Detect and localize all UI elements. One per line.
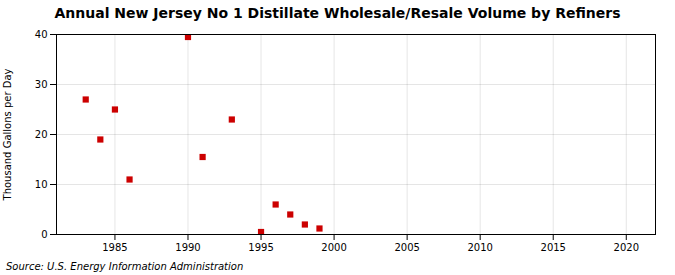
svg-text:2015: 2015 — [541, 242, 566, 253]
svg-text:40: 40 — [35, 29, 48, 40]
svg-text:1995: 1995 — [248, 242, 273, 253]
svg-text:2005: 2005 — [394, 242, 419, 253]
svg-text:2000: 2000 — [321, 242, 346, 253]
svg-text:1985: 1985 — [102, 242, 127, 253]
html-text:Source: U.S. Energy Informatio: Source: U.S. Energy Information Administ… — [6, 261, 244, 272]
svg-text:20: 20 — [35, 129, 48, 140]
svg-text:2020: 2020 — [614, 242, 639, 253]
svg-text:0: 0 — [41, 229, 47, 240]
html-text:Annual New Jersey No 1 Distill: Annual New Jersey No 1 Distillate Wholes… — [54, 5, 621, 21]
svg-text:30: 30 — [35, 79, 48, 90]
svg-text:10: 10 — [35, 179, 48, 190]
svg-text:Thousand Gallons per Day: Thousand Gallons per Day — [2, 68, 13, 201]
svg-text:1990: 1990 — [175, 242, 200, 253]
svg-text:2010: 2010 — [467, 242, 492, 253]
